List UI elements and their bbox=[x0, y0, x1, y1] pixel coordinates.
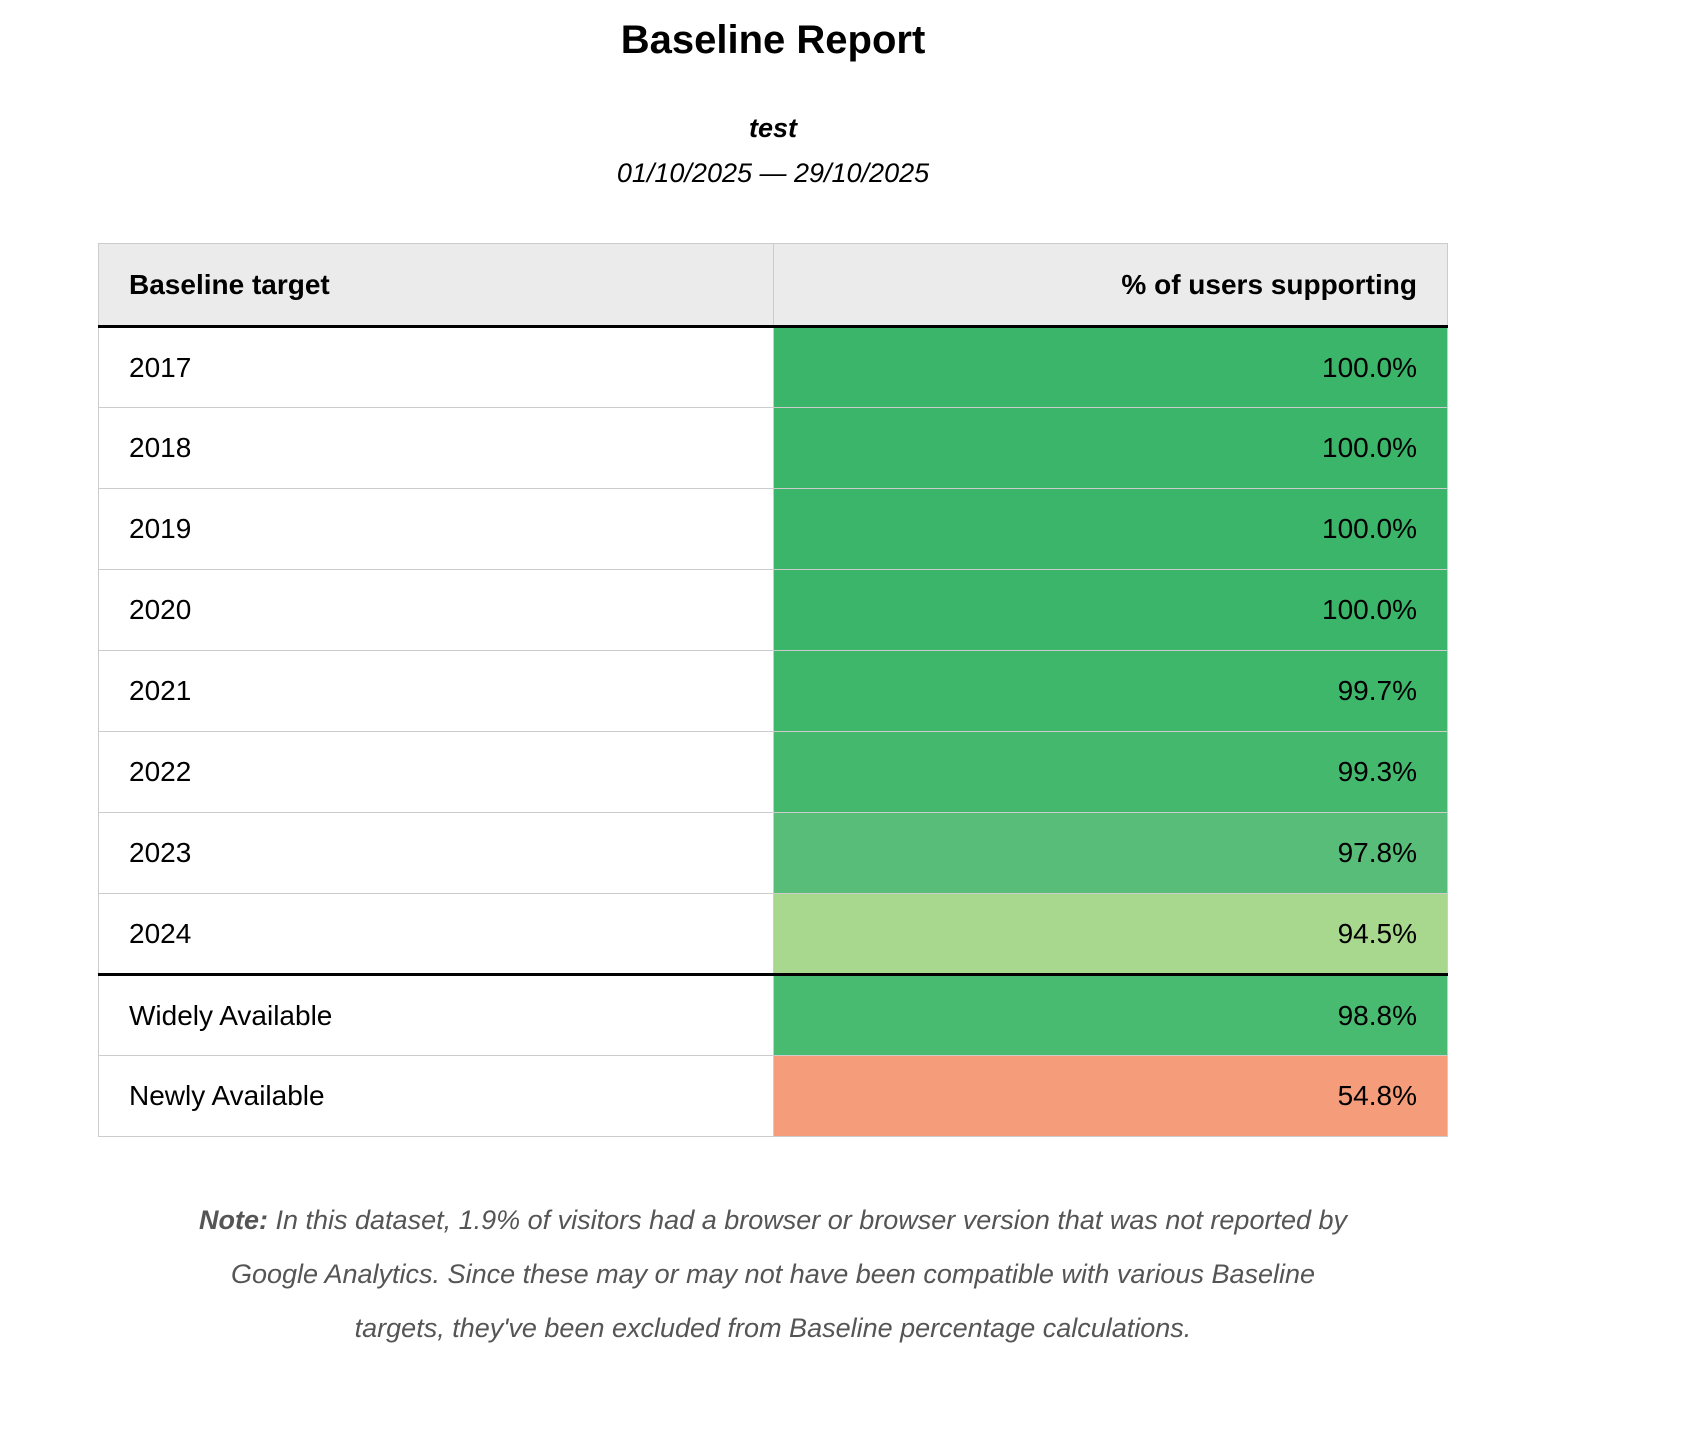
table-row: 2020 100.0% bbox=[98, 569, 1448, 651]
support-percentage-cell: 54.8% bbox=[772, 1055, 1448, 1137]
note-label: Note: bbox=[198, 1205, 268, 1235]
table-body: 2017 100.0% 2018 100.0% 2019 100.0% 2020 100.0%… bbox=[98, 326, 1448, 1137]
support-percentage-cell: 100.0% bbox=[772, 488, 1448, 570]
baseline-table: Baseline target % of users supporting 20… bbox=[98, 243, 1448, 1137]
baseline-target-cell: Newly Available bbox=[98, 1055, 774, 1137]
table-header-row: Baseline target % of users supporting bbox=[98, 243, 1448, 328]
support-percentage-cell: 94.5% bbox=[772, 893, 1448, 975]
support-percentage-cell: 99.3% bbox=[772, 731, 1448, 813]
baseline-report: Baseline Report test 01/10/2025 — 29/10/… bbox=[98, 0, 1448, 1355]
support-percentage-cell: 97.8% bbox=[772, 812, 1448, 894]
note-text: In this dataset, 1.9% of visitors had a … bbox=[230, 1205, 1348, 1343]
column-header-baseline-target: Baseline target bbox=[98, 243, 774, 328]
baseline-target-cell: 2021 bbox=[98, 650, 774, 732]
support-percentage-cell: 100.0% bbox=[772, 407, 1448, 489]
report-date-range: 01/10/2025 — 29/10/2025 bbox=[616, 158, 930, 188]
table-row: 2022 99.3% bbox=[98, 731, 1448, 813]
baseline-target-cell: 2017 bbox=[98, 326, 774, 408]
support-percentage-cell: 100.0% bbox=[772, 569, 1448, 651]
table-row: 2018 100.0% bbox=[98, 407, 1448, 489]
baseline-target-cell: 2018 bbox=[98, 407, 774, 489]
column-header-percent-supporting: % of users supporting bbox=[772, 243, 1448, 328]
support-percentage-cell: 99.7% bbox=[772, 650, 1448, 732]
table-row: 2023 97.8% bbox=[98, 812, 1448, 894]
table-row: 2017 100.0% bbox=[98, 326, 1448, 408]
baseline-target-cell: 2024 bbox=[98, 893, 774, 975]
table-row: 2021 99.7% bbox=[98, 650, 1448, 732]
report-subtitle: test bbox=[748, 113, 797, 143]
support-percentage-cell: 98.8% bbox=[772, 973, 1448, 1056]
report-note: Note: In this dataset, 1.9% of visitors … bbox=[188, 1193, 1358, 1355]
baseline-target-cell: 2020 bbox=[98, 569, 774, 651]
table-row: 2019 100.0% bbox=[98, 488, 1448, 570]
table-row: Widely Available 98.8% bbox=[98, 973, 1448, 1056]
baseline-target-cell: 2022 bbox=[98, 731, 774, 813]
table-row: Newly Available 54.8% bbox=[98, 1055, 1448, 1137]
baseline-target-cell: 2019 bbox=[98, 488, 774, 570]
baseline-target-cell: Widely Available bbox=[98, 973, 774, 1056]
support-percentage-cell: 100.0% bbox=[772, 326, 1448, 408]
table-row: 2024 94.5% bbox=[98, 893, 1448, 975]
page-title: Baseline Report bbox=[620, 18, 926, 62]
baseline-target-cell: 2023 bbox=[98, 812, 774, 894]
